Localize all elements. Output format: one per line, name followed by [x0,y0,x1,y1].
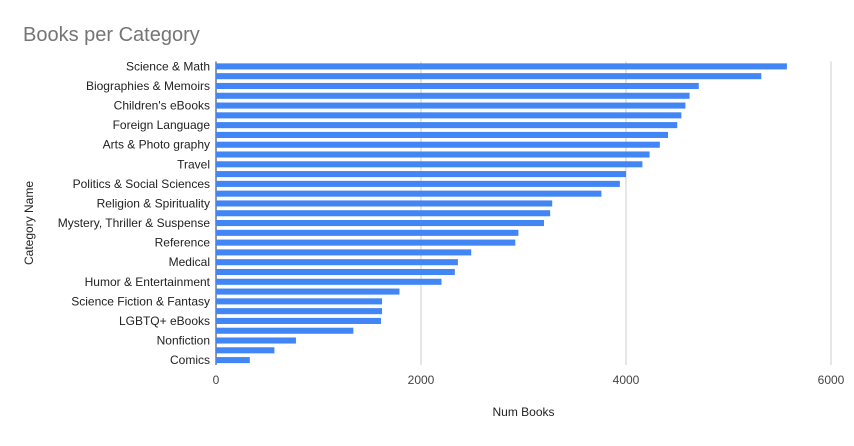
category-label: Reference [155,236,211,250]
category-label: Comics [170,353,210,367]
bar [216,327,354,334]
bar [216,180,620,187]
category-label: LGBTQ+ eBooks [119,314,210,328]
bar [216,210,551,217]
bar [216,249,472,256]
bar [216,112,682,119]
bar [216,63,787,70]
bar [216,141,660,148]
bar [216,200,553,207]
bar [216,229,519,236]
bar [216,337,296,344]
x-tick-label: 0 [213,373,220,387]
category-label: Travel [177,157,210,171]
bar [216,102,686,109]
bar [216,278,442,285]
y-axis-title: Category Name [22,181,36,265]
bar [216,82,699,90]
bar [216,190,602,197]
category-label: Science Fiction & Fantasy [71,294,210,308]
bar [216,92,690,99]
bar [216,298,383,305]
category-label: Medical [169,255,210,269]
bar [216,171,626,178]
category-label: Religion & Spirituality [97,196,210,210]
category-label: Children's eBooks [114,99,210,113]
category-labels: Science & Math Biographies & Memoirs Child… [58,59,211,367]
bar [216,357,250,364]
category-label: Mystery, Thriller & Suspense [58,216,211,230]
category-label: Foreign Language [113,118,211,132]
bar [216,288,400,295]
bar [216,239,516,246]
bar [216,317,382,324]
bar [216,73,762,80]
x-tick-label: 2000 [408,373,435,387]
category-label: Nonfiction [157,334,210,348]
x-tick-labels: 0 2000 4000 6000 [213,373,845,387]
category-label: Humor & Entertainment [85,275,211,289]
category-label: Politics & Social Sciences [73,177,210,191]
bar [216,347,275,354]
bar [216,151,650,158]
x-tick-label: 6000 [818,373,845,387]
chart-title: Books per Category [23,24,200,46]
category-label: Science & Math [126,59,210,73]
bar [216,161,643,168]
category-label: Biographies & Memoirs [86,79,210,93]
bar [216,122,678,129]
bar [216,131,669,138]
category-label: Arts & Photo graphy [103,138,210,152]
bar [216,220,544,227]
x-tick-label: 4000 [613,373,640,387]
bars [216,63,787,364]
x-axis-title: Num Books [492,405,554,419]
bar [216,268,455,276]
bar [216,308,383,315]
bar [216,259,458,266]
